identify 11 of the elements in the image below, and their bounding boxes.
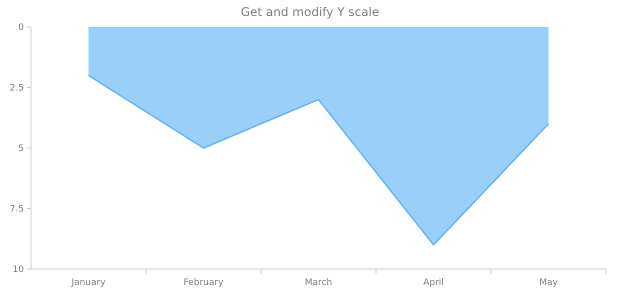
x-tick-label: April [423,278,444,288]
x-tick-label: March [304,278,332,288]
y-tick-label: 2.5 [10,84,24,94]
y-tick-label: 0 [18,23,24,34]
x-tick-label: February [184,278,224,288]
chart-title: Get and modify Y scale [240,5,380,19]
y-tick-label: 5 [18,144,24,154]
x-tick-label: May [539,278,558,288]
x-tick-label: January [70,278,106,288]
y-tick-label: 10 [12,265,24,276]
y-tick-label: 7.5 [10,204,24,215]
